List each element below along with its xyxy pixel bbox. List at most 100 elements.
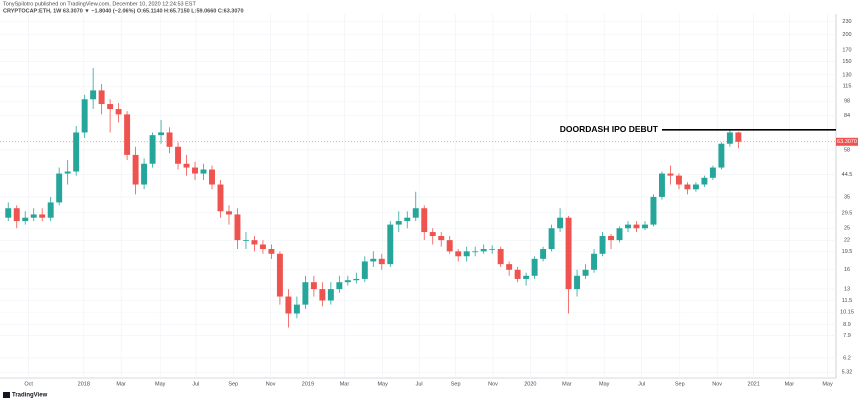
candle-body: [608, 236, 614, 241]
author-line: TonySpilotro published on TradingView.co…: [3, 1, 196, 7]
y-tick-label: 230: [842, 19, 851, 25]
candle-body: [497, 249, 504, 265]
candle-body: [166, 132, 173, 147]
candle-body: [285, 296, 292, 314]
x-tick-label: Sep: [451, 381, 461, 387]
candle-body: [132, 154, 139, 185]
x-tick-label: Jul: [638, 381, 645, 387]
x-tick-label: May: [822, 381, 833, 387]
x-tick-label: Jul: [416, 381, 423, 387]
candle-body: [200, 169, 207, 174]
y-tick-label: 115: [843, 84, 852, 90]
candle-body: [378, 258, 385, 265]
y-tick-label: 16: [844, 267, 850, 273]
candle-body: [319, 289, 326, 301]
candle-body: [455, 251, 462, 257]
y-tick-label: 150: [842, 59, 851, 65]
candle-body: [675, 175, 682, 185]
candle-body: [548, 228, 555, 250]
candle-body: [429, 232, 436, 237]
x-tick-label: Sep: [228, 381, 238, 387]
candle-body: [353, 278, 360, 281]
candle-body: [387, 224, 394, 265]
x-tick-label: Mar: [562, 381, 572, 387]
candle-body: [242, 240, 249, 241]
candle-body: [692, 184, 699, 190]
candle-body: [531, 258, 538, 276]
candle-body: [251, 240, 258, 245]
x-tick-label: 2021: [748, 381, 760, 387]
candle-body: [701, 177, 708, 185]
y-tick-label: 170: [842, 47, 851, 53]
candle-body: [175, 146, 182, 164]
candle-body: [412, 208, 419, 218]
price-label-box: [836, 137, 858, 146]
candle-body: [107, 104, 114, 110]
candle-body: [56, 173, 63, 203]
x-tick-label: May: [155, 381, 166, 387]
y-tick-label: 35: [844, 194, 850, 200]
candle-body: [472, 251, 479, 253]
candle-body: [650, 196, 657, 225]
footer-brand: TradingView: [12, 393, 48, 399]
candle-body: [310, 282, 317, 290]
x-tick-label: Mar: [116, 381, 126, 387]
candle-body: [438, 236, 445, 241]
candle-body: [344, 280, 351, 283]
x-tick-label: Mar: [340, 381, 350, 387]
candle-body: [582, 269, 589, 276]
y-tick-label: 7.9: [843, 333, 851, 339]
x-tick-label: Nov: [266, 381, 276, 387]
x-tick-label: Nov: [712, 381, 722, 387]
candle-body: [73, 132, 80, 172]
y-tick-label: 58: [844, 147, 850, 153]
candle-body: [64, 171, 71, 174]
y-tick-label: 25: [844, 226, 850, 232]
y-tick-label: 13: [844, 287, 850, 293]
y-tick-label: 10.15: [840, 310, 854, 316]
candle-body: [506, 264, 513, 270]
candle-body: [124, 114, 131, 155]
candle-body: [480, 249, 487, 252]
y-tick-label: 22: [844, 238, 850, 244]
candle-body: [90, 90, 97, 100]
candle-body: [234, 214, 241, 241]
candle-body: [370, 258, 377, 262]
candle-body: [209, 169, 215, 185]
candle-body: [47, 202, 54, 218]
candle-body: [514, 269, 521, 279]
candle-body: [5, 208, 12, 218]
x-tick-label: Mar: [785, 381, 795, 387]
candle-body: [625, 224, 631, 229]
x-tick-label: Sep: [675, 381, 685, 387]
x-tick-label: Oct: [24, 381, 33, 387]
y-tick-label: 5.32: [842, 370, 853, 376]
x-tick-label: Jul: [192, 381, 199, 387]
y-tick-label: 44.5: [842, 172, 853, 178]
candle-body: [327, 289, 334, 301]
candle-body: [217, 184, 224, 212]
candle-body: [523, 275, 530, 279]
candle-body: [158, 132, 165, 136]
x-tick-label: May: [377, 381, 388, 387]
candle-body: [557, 217, 564, 229]
y-tick-label: 130: [842, 72, 851, 78]
y-tick-label: 84: [844, 113, 850, 119]
candle-body: [115, 109, 122, 115]
x-tick-label: 2020: [524, 381, 536, 387]
x-tick-label: May: [599, 381, 610, 387]
candle-body: [658, 173, 665, 197]
candle-body: [599, 236, 606, 254]
candle-body: [591, 253, 598, 270]
candle-body: [540, 249, 547, 259]
candle-body: [276, 253, 283, 297]
candle-body: [565, 217, 572, 290]
y-tick-label: 200: [842, 32, 851, 38]
candle-body: [667, 173, 674, 176]
price-label: 63.3070: [837, 139, 857, 145]
x-tick-label: Nov: [488, 381, 498, 387]
candle-body: [463, 251, 470, 257]
candle-body: [293, 304, 300, 314]
